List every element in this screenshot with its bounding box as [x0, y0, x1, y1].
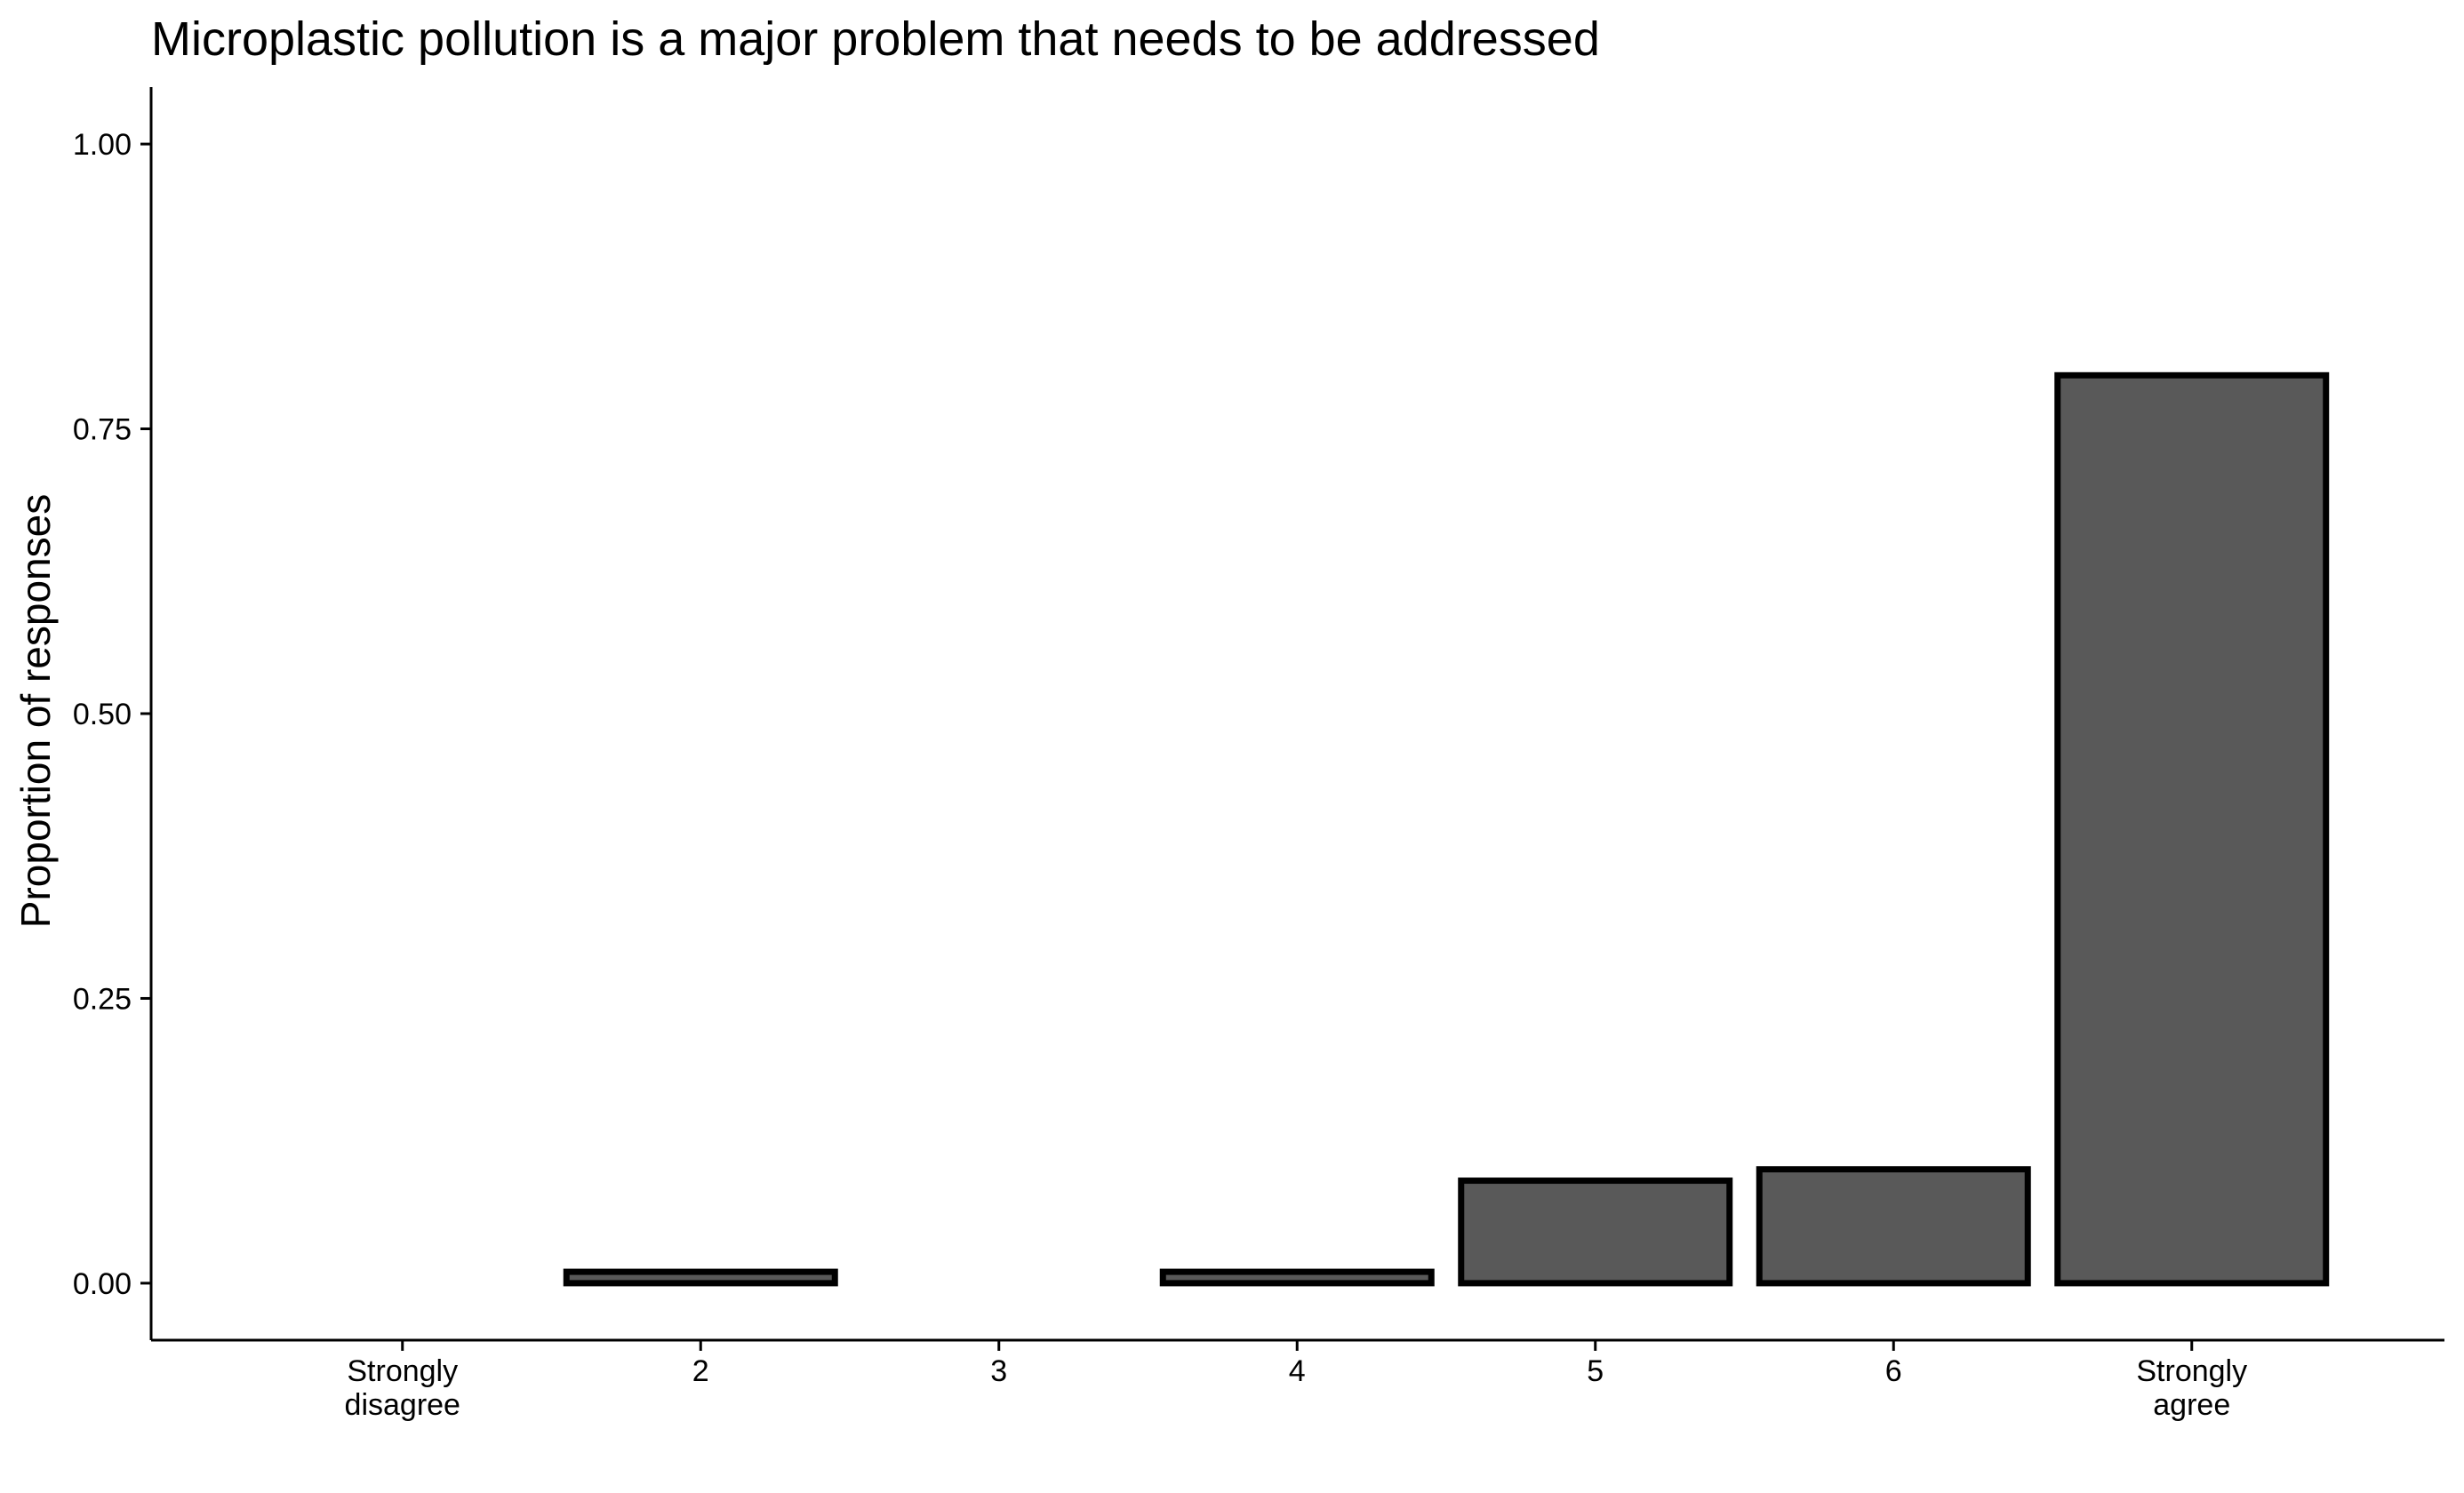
x-tick-label: 6 — [1885, 1354, 1902, 1388]
bars-group — [563, 371, 2330, 1287]
y-tick-label: 0.25 — [73, 982, 132, 1016]
y-axis-ticks: 0.00 0.25 0.50 0.75 1.00 — [73, 128, 151, 1301]
x-tick-label: 4 — [1289, 1354, 1306, 1388]
x-tick-label: Strongly disagree — [345, 1354, 460, 1422]
y-tick-label: 0.00 — [73, 1267, 132, 1301]
bar-2 — [563, 1268, 838, 1287]
chart-title: Microplastic pollution is a major proble… — [151, 12, 1600, 66]
x-tick-label: 5 — [1587, 1354, 1604, 1388]
x-tick-label: 3 — [990, 1354, 1007, 1388]
y-tick-label: 0.75 — [73, 413, 132, 447]
bar-7 — [2054, 371, 2330, 1287]
bar-6 — [1756, 1166, 2031, 1287]
y-tick-label: 0.50 — [73, 698, 132, 731]
y-tick-label: 1.00 — [73, 128, 132, 162]
bar-5 — [1458, 1178, 1733, 1287]
y-axis-title: Proportion of responses — [12, 494, 59, 928]
x-tick-label: 2 — [692, 1354, 709, 1388]
x-tick-label: Strongly agree — [2136, 1354, 2247, 1422]
bar-4 — [1159, 1268, 1435, 1287]
x-axis-ticks: Strongly disagree 2 3 4 5 6 Strongly agree — [345, 1340, 2247, 1422]
